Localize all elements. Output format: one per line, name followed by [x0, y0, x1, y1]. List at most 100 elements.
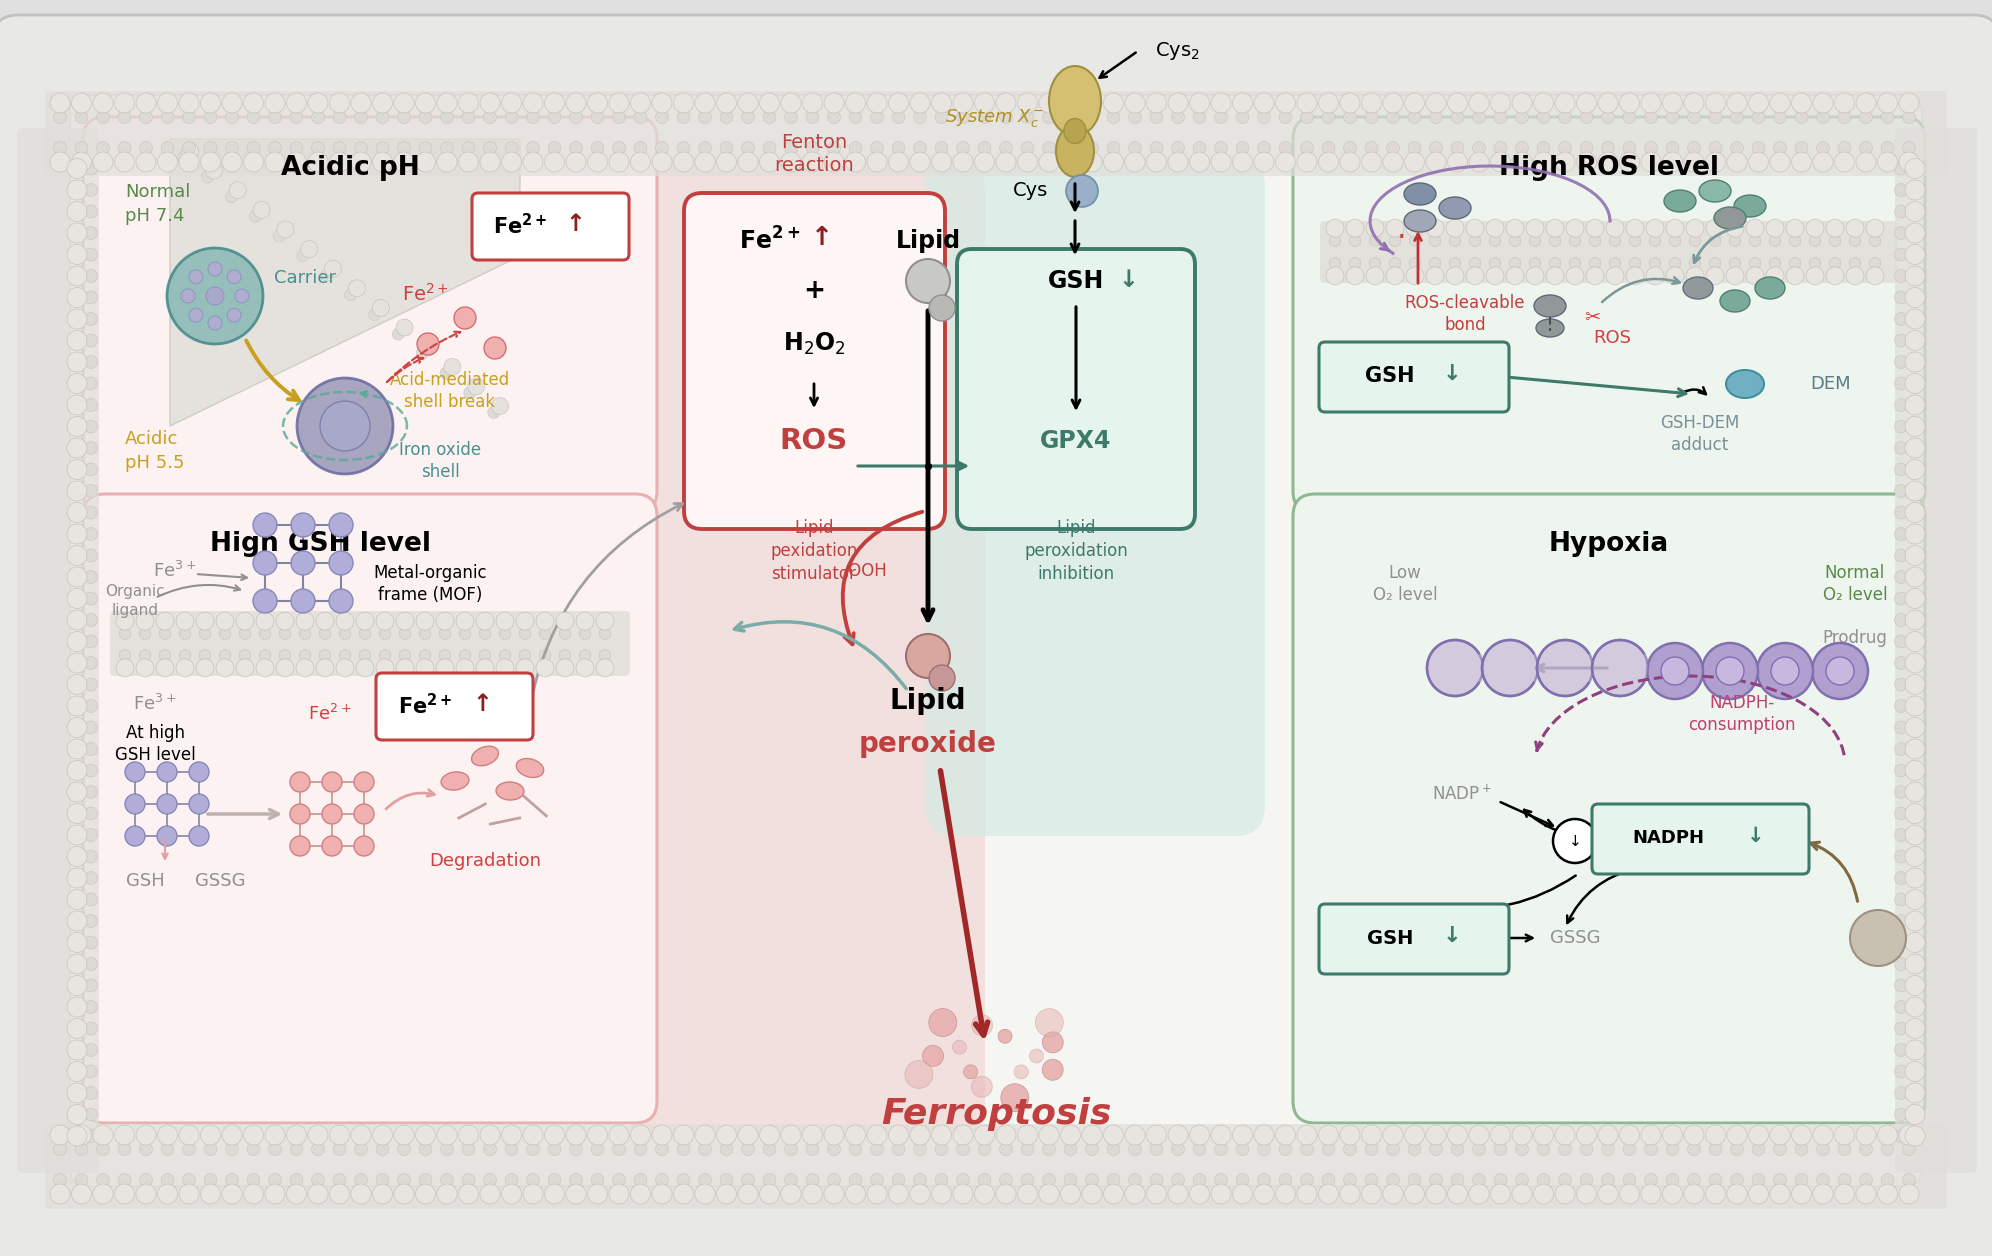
Circle shape [329, 512, 353, 538]
Circle shape [910, 93, 930, 113]
Circle shape [259, 649, 271, 661]
Circle shape [1791, 1125, 1811, 1145]
Circle shape [373, 93, 392, 113]
Circle shape [845, 1184, 865, 1205]
Text: DEM: DEM [1811, 376, 1851, 393]
Circle shape [339, 649, 351, 661]
Circle shape [480, 152, 500, 172]
Circle shape [673, 1184, 693, 1205]
Circle shape [1880, 111, 1894, 123]
Circle shape [94, 1125, 114, 1145]
Text: NADPH: NADPH [1631, 829, 1703, 847]
Circle shape [84, 829, 98, 842]
Circle shape [1641, 93, 1661, 113]
Circle shape [1211, 1184, 1231, 1205]
Circle shape [247, 111, 261, 123]
Circle shape [1361, 152, 1382, 172]
FancyBboxPatch shape [84, 117, 657, 512]
Circle shape [351, 1125, 371, 1145]
Circle shape [464, 387, 476, 399]
Circle shape [888, 93, 908, 113]
Circle shape [803, 1184, 823, 1205]
Circle shape [1880, 1143, 1894, 1156]
Circle shape [84, 721, 98, 734]
Circle shape [1747, 219, 1765, 237]
Circle shape [1486, 266, 1504, 285]
Circle shape [1343, 1173, 1357, 1187]
Ellipse shape [1699, 180, 1731, 202]
Circle shape [1018, 152, 1038, 172]
Text: NADPH-
consumption: NADPH- consumption [1689, 693, 1795, 734]
Ellipse shape [1733, 195, 1767, 217]
Circle shape [235, 659, 255, 677]
Circle shape [1894, 1022, 1908, 1035]
Circle shape [1898, 1125, 1918, 1145]
Circle shape [416, 348, 428, 359]
Circle shape [1791, 93, 1811, 113]
Circle shape [359, 649, 371, 661]
Circle shape [996, 93, 1016, 113]
Circle shape [1546, 266, 1564, 285]
Circle shape [1167, 1184, 1187, 1205]
Circle shape [84, 914, 98, 927]
Circle shape [1701, 643, 1759, 700]
Circle shape [1663, 1125, 1683, 1145]
Circle shape [759, 93, 779, 113]
Circle shape [235, 289, 249, 303]
Circle shape [719, 1143, 733, 1156]
Circle shape [1341, 152, 1361, 172]
Circle shape [1894, 893, 1908, 906]
Circle shape [323, 836, 343, 857]
Circle shape [84, 785, 98, 799]
Circle shape [610, 93, 629, 113]
Circle shape [1904, 955, 1924, 973]
Circle shape [297, 612, 315, 631]
Circle shape [1556, 1184, 1576, 1205]
Circle shape [243, 93, 263, 113]
Circle shape [1193, 111, 1205, 123]
Circle shape [1018, 93, 1038, 113]
FancyBboxPatch shape [18, 128, 100, 1173]
Circle shape [1629, 257, 1641, 269]
Circle shape [1255, 152, 1275, 172]
Circle shape [1086, 1143, 1098, 1156]
Circle shape [1904, 309, 1924, 329]
Circle shape [319, 649, 331, 661]
Circle shape [1193, 1143, 1205, 1156]
Circle shape [1082, 1125, 1102, 1145]
Circle shape [1880, 142, 1894, 154]
FancyBboxPatch shape [924, 156, 1265, 836]
Circle shape [135, 93, 155, 113]
Circle shape [84, 334, 98, 347]
Circle shape [1341, 1184, 1361, 1205]
Circle shape [329, 93, 349, 113]
Circle shape [68, 696, 88, 716]
Circle shape [84, 355, 98, 368]
Circle shape [1904, 1083, 1924, 1103]
Circle shape [1255, 1125, 1275, 1145]
Circle shape [1000, 142, 1012, 154]
Circle shape [1847, 219, 1865, 237]
Circle shape [1066, 175, 1098, 207]
Circle shape [1727, 1184, 1747, 1205]
Circle shape [1125, 1184, 1145, 1205]
Text: ↓: ↓ [1118, 268, 1137, 291]
Circle shape [398, 649, 410, 661]
Circle shape [1894, 592, 1908, 605]
Circle shape [520, 649, 530, 661]
Circle shape [1466, 219, 1484, 237]
Circle shape [1064, 111, 1078, 123]
Circle shape [888, 1125, 908, 1145]
Circle shape [570, 1173, 582, 1187]
Text: ROS: ROS [1594, 329, 1631, 347]
Circle shape [1769, 235, 1781, 246]
Circle shape [1468, 1125, 1488, 1145]
Circle shape [1894, 657, 1908, 669]
Circle shape [1450, 1173, 1464, 1187]
Circle shape [1807, 219, 1825, 237]
Circle shape [157, 794, 177, 814]
Circle shape [398, 1173, 410, 1187]
Text: GSH: GSH [1365, 365, 1414, 386]
Circle shape [376, 659, 394, 677]
Circle shape [396, 612, 414, 631]
